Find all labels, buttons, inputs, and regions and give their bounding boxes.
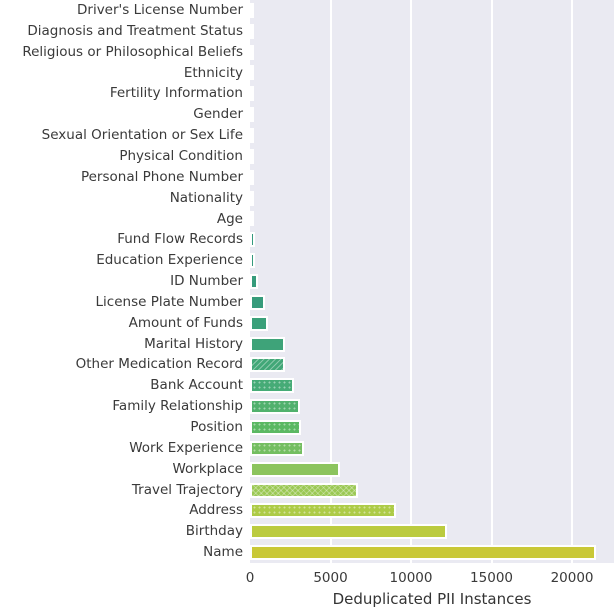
y-axis-category-label: Other Medication Record bbox=[75, 356, 243, 373]
y-axis-category-label: Family Relationship bbox=[112, 398, 243, 415]
x-axis-tick-label: 5000 bbox=[313, 570, 348, 586]
y-axis-category-label: Birthday bbox=[185, 523, 243, 540]
y-axis-category-label: Address bbox=[189, 502, 243, 519]
y-axis-category-label: Travel Trajectory bbox=[131, 481, 243, 498]
chart-bar bbox=[250, 336, 285, 352]
chart-bar bbox=[250, 253, 256, 269]
chart-bar bbox=[250, 419, 301, 435]
chart-bar bbox=[250, 274, 259, 289]
chart-bar bbox=[250, 128, 254, 144]
chart-bar bbox=[250, 357, 286, 373]
gridline bbox=[329, 0, 332, 563]
y-axis-category-label: Name bbox=[203, 544, 243, 561]
y-axis-category-label: Religious or Philosophical Beliefs bbox=[22, 43, 243, 60]
chart-bar bbox=[250, 232, 255, 248]
x-axis-tick-label: 0 bbox=[245, 570, 255, 586]
chart-bar bbox=[250, 461, 340, 477]
chart-bar bbox=[250, 524, 447, 540]
y-axis-category-label: Marital History bbox=[144, 335, 243, 352]
chart-bar bbox=[250, 107, 254, 123]
chart-bar bbox=[250, 169, 254, 185]
y-axis-category-label: Nationality bbox=[169, 189, 243, 206]
y-axis-category-label: Physical Condition bbox=[119, 147, 243, 164]
chart-bar bbox=[250, 399, 300, 415]
chart-bar bbox=[250, 44, 254, 60]
y-axis-category-label: Education Experience bbox=[96, 252, 243, 269]
y-axis-category-label: Fund Flow Records bbox=[117, 231, 243, 248]
chart-bar bbox=[250, 315, 268, 331]
gridline bbox=[571, 0, 574, 563]
y-axis-category-label: Age bbox=[216, 210, 243, 227]
gridline bbox=[490, 0, 493, 563]
y-axis-category-label: Driver's License Number bbox=[77, 2, 243, 18]
gridline bbox=[410, 0, 413, 563]
chart-bar bbox=[250, 86, 254, 102]
chart-bar bbox=[250, 65, 254, 81]
y-axis-category-label: Ethnicity bbox=[183, 64, 243, 81]
chart-bar bbox=[250, 503, 396, 519]
y-axis-category-label: Amount of Funds bbox=[128, 314, 243, 331]
x-axis-tick-label: 10000 bbox=[389, 570, 433, 586]
chart-bar bbox=[250, 2, 254, 18]
y-axis-category-label: Sexual Orientation or Sex Life bbox=[41, 127, 243, 144]
y-axis-category-label: Diagnosis and Treatment Status bbox=[27, 22, 243, 39]
chart-bar bbox=[250, 211, 254, 227]
chart-bar bbox=[250, 190, 254, 206]
chart-bar bbox=[250, 294, 265, 310]
y-axis-category-label: Bank Account bbox=[150, 377, 243, 394]
chart-bar bbox=[250, 378, 294, 394]
x-axis-tick-label: 20000 bbox=[550, 570, 594, 586]
y-axis-category-label: Work Experience bbox=[129, 439, 243, 456]
y-axis-category-label: Gender bbox=[193, 106, 243, 123]
chart-bar bbox=[250, 440, 304, 456]
plot-area bbox=[250, 0, 614, 563]
y-axis-category-label: Fertility Information bbox=[109, 85, 243, 102]
y-axis-category-label: Workplace bbox=[172, 460, 243, 477]
y-axis-category-label: ID Number bbox=[170, 273, 243, 290]
chart-bar bbox=[250, 148, 254, 164]
y-axis-category-label: Personal Phone Number bbox=[80, 168, 243, 185]
chart-bar bbox=[250, 482, 359, 498]
chart-bar bbox=[250, 545, 597, 561]
y-axis-category-label: License Plate Number bbox=[95, 293, 243, 310]
y-axis-category-label: Position bbox=[190, 419, 243, 436]
x-axis-tick-label: 15000 bbox=[470, 570, 514, 586]
chart-bar bbox=[250, 23, 254, 39]
x-axis-title: Deduplicated PII Instances bbox=[332, 590, 532, 608]
